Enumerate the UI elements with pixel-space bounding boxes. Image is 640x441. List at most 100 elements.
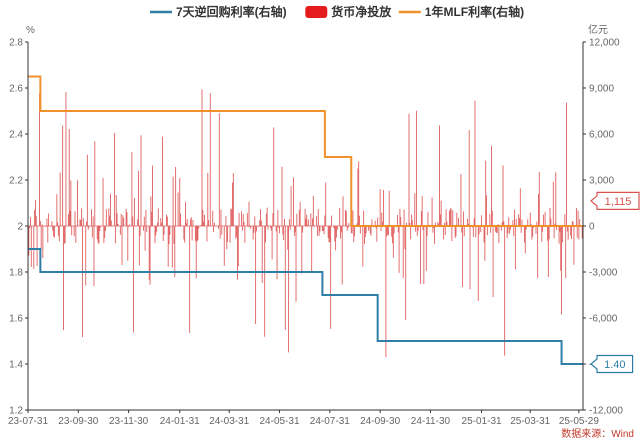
bar	[432, 226, 434, 233]
bar	[295, 226, 297, 302]
bar	[208, 220, 210, 226]
bar	[121, 226, 123, 266]
bar	[94, 141, 96, 226]
bar	[52, 226, 54, 231]
bar	[348, 222, 350, 226]
left-tick-label: 2.8	[9, 38, 23, 49]
bar	[422, 226, 424, 230]
bar	[45, 226, 47, 227]
bar	[271, 226, 273, 260]
bar	[53, 226, 55, 237]
bar	[139, 226, 141, 236]
legend-item: 货币净投放	[305, 4, 392, 19]
bar	[241, 226, 243, 231]
bar	[108, 208, 110, 226]
bar	[218, 226, 219, 229]
bar	[385, 226, 387, 358]
bar	[237, 226, 238, 280]
bar	[323, 226, 325, 235]
bar	[243, 221, 245, 226]
bar	[212, 210, 214, 226]
bar	[403, 209, 405, 226]
bar	[151, 211, 153, 226]
bar	[255, 226, 257, 324]
bar	[71, 226, 73, 236]
bar	[391, 226, 393, 237]
bar	[287, 226, 289, 250]
bar	[272, 213, 274, 226]
bar	[327, 226, 329, 239]
right-axis-unit: 亿元	[588, 23, 608, 36]
bar	[86, 154, 88, 226]
bar	[439, 214, 441, 226]
x-tick-label: 24-07-31	[310, 416, 350, 427]
bar	[427, 211, 429, 226]
bar	[416, 226, 418, 237]
bar	[325, 182, 327, 226]
bar	[375, 226, 377, 229]
bar	[411, 214, 412, 226]
bar	[502, 165, 504, 226]
bar	[485, 160, 487, 226]
bar	[501, 222, 503, 226]
bar	[177, 192, 179, 226]
bar	[319, 226, 321, 232]
bar	[480, 226, 482, 233]
bar	[115, 195, 117, 226]
bar	[340, 226, 342, 233]
bar	[542, 226, 544, 232]
bar	[259, 220, 261, 226]
callout-label: 1.40	[604, 359, 625, 371]
bar	[53, 226, 55, 238]
bar	[277, 209, 279, 226]
bar	[293, 177, 294, 226]
bar	[238, 212, 240, 226]
bar	[166, 214, 167, 226]
bar	[547, 226, 548, 241]
rate-lines	[28, 75, 583, 365]
bar	[246, 213, 248, 226]
bar	[335, 226, 337, 238]
bar	[186, 219, 188, 226]
bar	[133, 197, 135, 226]
bar	[57, 222, 59, 226]
bar	[559, 226, 561, 232]
bar	[392, 226, 393, 244]
bar	[486, 195, 487, 226]
bar	[110, 193, 111, 226]
bar	[507, 226, 509, 234]
right-tick-label: 12,000	[589, 38, 620, 49]
value-callouts: 1,115 1.40	[590, 191, 640, 374]
bar	[358, 161, 360, 226]
bar	[434, 222, 436, 226]
bar	[220, 209, 222, 226]
bar	[180, 225, 182, 226]
x-tick-label: 23-11-30	[109, 416, 149, 427]
bar	[558, 226, 560, 244]
bar	[68, 129, 70, 226]
bar	[404, 226, 406, 250]
bar	[498, 226, 500, 243]
legend-item: 7天逆回购利率(右轴)	[150, 4, 287, 19]
bar	[85, 226, 87, 286]
bar	[371, 219, 373, 226]
bar	[244, 226, 246, 243]
bar	[411, 220, 413, 226]
bar	[351, 226, 353, 234]
bar	[155, 226, 157, 236]
bar	[225, 216, 227, 226]
bar	[284, 218, 285, 226]
bar	[180, 213, 182, 226]
bar	[128, 226, 130, 227]
bar	[382, 189, 384, 226]
bar	[226, 226, 228, 250]
bar	[127, 226, 129, 261]
bar	[250, 226, 252, 229]
bar	[204, 215, 205, 226]
bar	[249, 226, 251, 228]
bar	[398, 226, 400, 273]
bar	[253, 226, 255, 233]
bar	[293, 226, 295, 237]
callout-box	[590, 354, 634, 374]
bar	[491, 145, 492, 226]
